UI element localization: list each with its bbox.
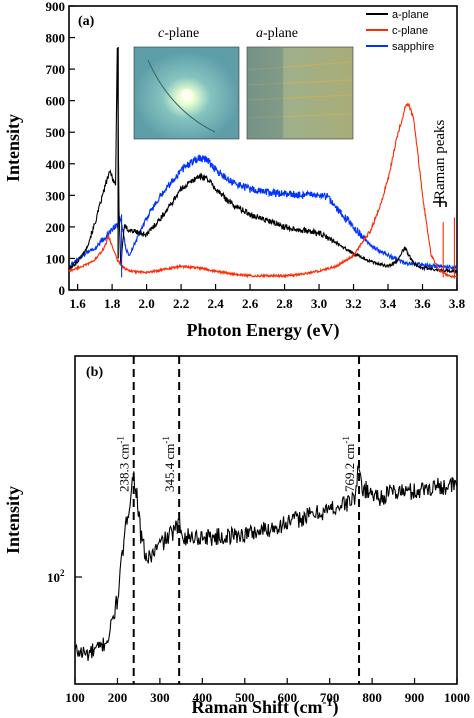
- panel-b-plot-frame: [74, 355, 458, 685]
- raman-spectrum-line: [74, 464, 458, 661]
- legend-label-a-plane: a-plane: [392, 9, 429, 21]
- panel-b-x-tick-label: 1000: [444, 690, 470, 705]
- panel-a-x-tick-label: 2.6: [242, 296, 259, 311]
- inset-images: c-plane a-plane: [133, 26, 354, 140]
- panel-a-x-axis-title: Photon Energy (eV): [187, 320, 340, 341]
- c-plane-photo-line: [147, 59, 216, 133]
- panel-b-x-axis-title: Raman Shift (cm-1): [192, 695, 339, 718]
- c-plane-light-spot: [181, 89, 193, 101]
- panel-a-x-tick-label: 2.8: [276, 296, 293, 311]
- panel-b-y-tick-label: 102: [47, 568, 65, 585]
- peak-label-1: 345.4 cm-1: [161, 436, 177, 492]
- panel-b-x-tick-label: 600: [277, 690, 297, 705]
- panel-b-x-tick-label: 500: [235, 690, 255, 705]
- series-c-plane-line: [68, 102, 458, 280]
- panel-a-x-tick-label: 3.0: [311, 296, 327, 311]
- legend: a-plane c-plane sapphire: [366, 9, 434, 53]
- panel-b-annotations: 238.3 cm-1 345.4 cm-1 769.2 cm-1: [116, 436, 357, 492]
- panel-b: 100 200 300 400 500 600 700 800 900 1000 238.3 cm…: [3, 355, 470, 718]
- panel-a-y-tick-label: 700: [46, 62, 66, 77]
- panel-a-x-tick-label: 1.6: [69, 296, 86, 311]
- panel-a-x-tick-label: 3.4: [380, 296, 397, 311]
- panel-a-x-ticks: 1.6 1.8 2.0 2.2 2.4 2.6 2.8 3.0 3.2 3.4 3.6 3.8: [69, 284, 466, 311]
- a-plane-photo-streaks: [247, 61, 353, 119]
- panel-b-y-axis-title: Intensity: [3, 486, 23, 554]
- panel-a-series-group: [68, 47, 458, 280]
- panel-a-y-tick-label: 500: [46, 125, 66, 140]
- panel-a-y-tick-label: 300: [46, 188, 66, 203]
- panel-a-y-tick-label: 800: [46, 31, 66, 46]
- series-a-plane-line: [68, 48, 458, 275]
- inset-c-plane-title: c-plane: [158, 26, 199, 41]
- raman-peaks-bracket: [433, 197, 447, 207]
- panel-a-label: (a): [78, 14, 95, 29]
- panel-a-y-tick-label: 900: [46, 0, 66, 14]
- panel-b-x-tick-label: 400: [193, 690, 213, 705]
- panel-a-x-tick-label: 2.4: [207, 296, 224, 311]
- panel-a-x-tick-label: 3.8: [449, 296, 466, 311]
- a-plane-photo-edge: [248, 48, 283, 138]
- panel-a-y-tick-label: 400: [46, 157, 66, 172]
- panel-a-x-tick-label: 2.0: [138, 296, 154, 311]
- raman-peaks-label: Raman peaks: [432, 119, 448, 200]
- panel-a-y-tick-label: 0: [59, 283, 66, 298]
- panel-a-y-ticks: 0 100 200 300 400 500 600 700 800 900: [46, 0, 75, 298]
- panel-a-x-tick-label: 3.6: [414, 296, 431, 311]
- panel-b-x-tick-label: 800: [362, 690, 382, 705]
- panel-b-x-tick-label: 700: [320, 690, 340, 705]
- panel-a: 0 100 200 300 400 500 600 700 800 900 1.6 1.8 2.0 2.…: [3, 0, 466, 341]
- panel-a-y-tick-label: 100: [46, 251, 66, 266]
- inset-a-plane-title: a-plane: [256, 26, 298, 41]
- legend-label-sapphire: sapphire: [392, 41, 434, 53]
- panel-b-x-tick-label: 100: [65, 690, 85, 705]
- series-sapphire-line: [68, 154, 458, 271]
- panel-a-y-tick-label: 200: [46, 220, 66, 235]
- peak-label-0: 238.3 cm-1: [116, 436, 132, 492]
- panel-a-y-axis-title: Intensity: [3, 114, 23, 182]
- peak-label-2: 769.2 cm-1: [341, 436, 357, 492]
- panel-a-x-tick-label: 1.8: [104, 296, 121, 311]
- panel-b-x-tick-label: 300: [150, 690, 170, 705]
- panel-a-x-tick-label: 3.2: [345, 296, 361, 311]
- panel-b-label: (b): [86, 365, 103, 380]
- panel-b-x-ticks: 100 200 300 400 500 600 700 800 900 1000: [65, 678, 470, 705]
- panel-b-x-tick-label: 200: [108, 690, 128, 705]
- panel-b-series-group: [74, 464, 458, 661]
- panel-a-y-tick-label: 600: [46, 94, 66, 109]
- panel-b-x-tick-label: 900: [405, 690, 425, 705]
- legend-label-c-plane: c-plane: [392, 25, 428, 37]
- panel-a-x-tick-label: 2.2: [173, 296, 189, 311]
